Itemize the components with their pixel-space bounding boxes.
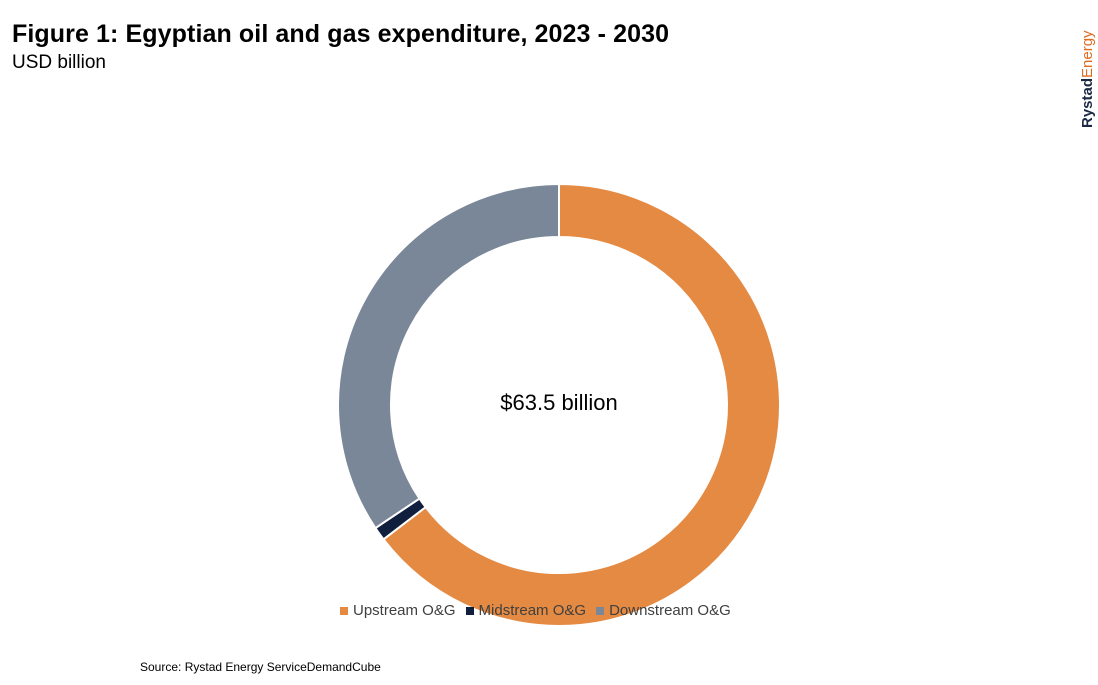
chart-title: Figure 1: Egyptian oil and gas expenditu… [12,20,670,48]
legend-swatch-upstream [340,606,348,615]
source-note: Source: Rystad Energy ServiceDemandCube [140,660,381,674]
donut-slice-downstream [337,182,560,530]
legend-swatch-downstream [596,606,605,615]
legend-label-downstream: Downstream O&G [609,602,731,619]
donut-slices [337,182,781,627]
legend-item-downstream: Downstream O&G [596,602,731,619]
donut-center-label: $63.5 billion [500,390,617,415]
legend-label-upstream: Upstream O&G [353,602,456,619]
legend-item-upstream: Upstream O&G [340,602,456,619]
legend-swatch-midstream [465,606,474,615]
donut-slice-upstream [382,182,781,627]
legend-label-midstream: Midstream O&G [478,602,587,619]
chart-subtitle: USD billion [12,52,106,73]
chart-legend: Upstream O&G Midstream O&G Downstream O&… [340,602,741,619]
legend-item-midstream: Midstream O&G [465,602,587,619]
